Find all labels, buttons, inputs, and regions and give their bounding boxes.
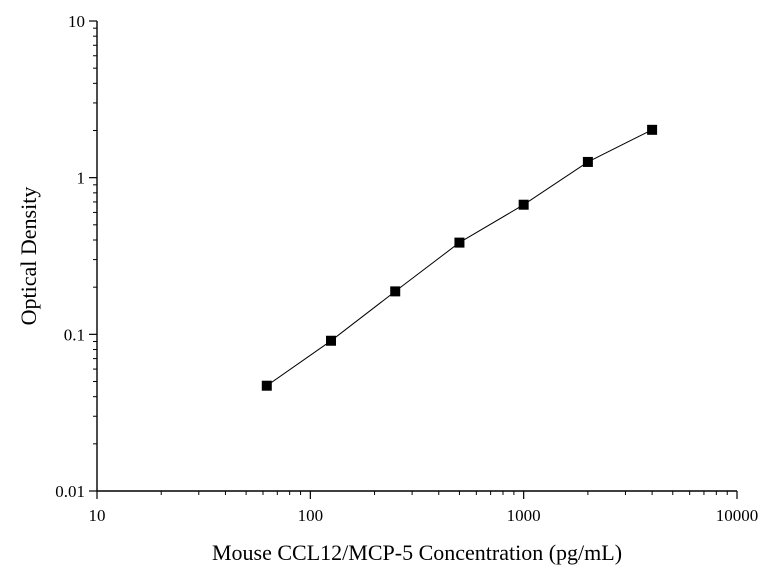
axis-ticks (89, 20, 738, 499)
data-series (261, 124, 658, 391)
y-tick-label: 10 (68, 12, 85, 31)
x-axis-title: Mouse CCL12/MCP-5 Concentration (pg/mL) (212, 540, 622, 565)
y-axis-title: Optical Density (16, 187, 41, 326)
x-tick-label: 10 (89, 506, 106, 525)
data-point (582, 156, 593, 167)
x-tick-label: 10000 (716, 506, 759, 525)
series-line (266, 129, 653, 387)
y-tick-label: 0.01 (55, 482, 85, 501)
y-tick-label: 1 (77, 169, 86, 188)
x-tick-label: 1000 (507, 506, 541, 525)
data-point (647, 124, 658, 135)
data-point (390, 286, 401, 297)
axes (96, 21, 737, 492)
data-point (261, 380, 272, 391)
x-tick-label: 100 (298, 506, 324, 525)
y-tick-label: 0.1 (64, 325, 85, 344)
data-point (454, 237, 465, 248)
tick-labels: 10 100 1000 10000 0.01 0.1 1 10 (55, 12, 758, 525)
data-point (326, 335, 337, 346)
data-point (518, 199, 529, 210)
